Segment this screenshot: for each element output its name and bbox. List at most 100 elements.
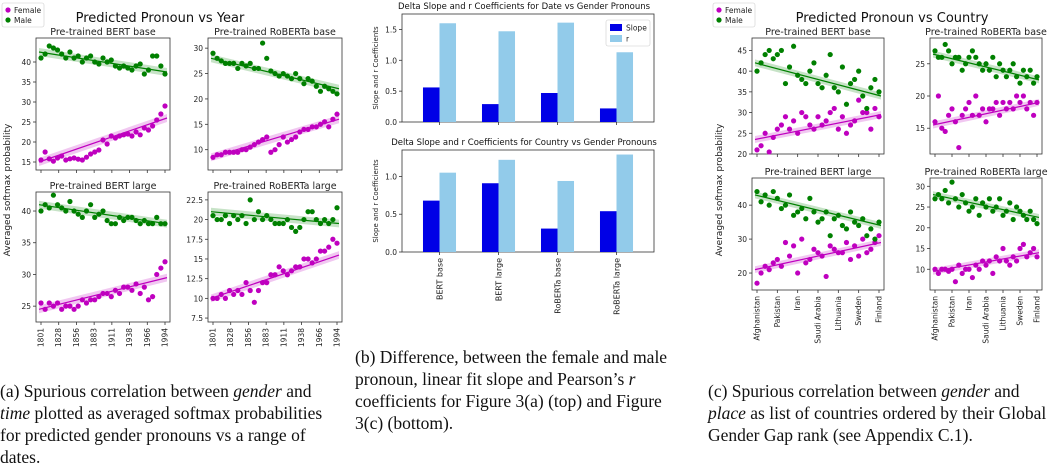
data-point	[137, 290, 143, 297]
data-point	[305, 256, 311, 262]
y-tick-label: 1.0	[385, 172, 397, 181]
data-point	[264, 134, 270, 140]
data-point	[843, 130, 850, 136]
slope-bar	[481, 183, 499, 252]
data-point	[758, 199, 764, 205]
y-tick-label: 45	[737, 46, 747, 55]
y-tick-label: 25	[737, 129, 747, 138]
data-point	[980, 67, 986, 73]
data-point	[268, 216, 274, 223]
slope-bar	[540, 92, 558, 122]
data-point	[770, 260, 776, 266]
data-point	[770, 134, 776, 141]
data-point	[322, 119, 328, 125]
r-bar	[498, 31, 516, 123]
data-point	[79, 157, 85, 163]
data-point	[226, 287, 233, 294]
data-point	[46, 205, 52, 211]
data-point	[815, 219, 821, 225]
data-point	[1003, 258, 1010, 264]
legend-slope-label: Slope	[626, 24, 647, 33]
data-point	[963, 106, 969, 112]
legend-female-marker	[5, 7, 11, 13]
data-point	[823, 209, 829, 215]
data-point	[819, 85, 825, 91]
data-point	[276, 73, 282, 79]
data-point	[990, 106, 996, 112]
data-point	[280, 220, 286, 227]
data-point	[831, 85, 837, 91]
data-point	[839, 64, 846, 70]
data-point	[255, 65, 262, 72]
data-point	[932, 48, 938, 54]
data-point	[116, 214, 123, 220]
data-point	[976, 112, 982, 118]
panel-title: Pre-trained RoBERTa large	[213, 181, 336, 192]
data-point	[235, 149, 241, 155]
data-point	[983, 262, 989, 268]
data-point	[872, 76, 878, 83]
data-point	[1031, 245, 1037, 252]
data-point	[251, 216, 257, 223]
data-point	[288, 136, 295, 143]
y-tick-label: 20	[193, 95, 203, 104]
data-point	[158, 63, 164, 69]
data-point	[247, 287, 253, 294]
data-point	[754, 147, 760, 153]
data-point	[83, 55, 90, 61]
data-point	[973, 262, 979, 268]
data-point	[856, 68, 862, 74]
y-tick-label: 10	[193, 146, 203, 155]
data-point	[63, 55, 69, 61]
legend	[1, 2, 45, 28]
data-point	[1017, 245, 1023, 252]
data-point	[158, 265, 164, 271]
legend-male-marker	[716, 17, 722, 23]
data-point	[218, 291, 224, 298]
data-point	[88, 53, 94, 59]
data-point	[952, 196, 959, 202]
x-tick-label: 1994	[161, 328, 170, 347]
data-point	[990, 208, 996, 214]
panel-frame	[207, 191, 343, 323]
y-tick-label: 1.0	[385, 56, 397, 65]
data-point	[1014, 93, 1020, 99]
data-point	[856, 222, 862, 229]
data-point	[260, 40, 266, 46]
data-point	[770, 56, 776, 62]
y-tick-label: 40	[21, 58, 31, 67]
data-point	[276, 142, 282, 148]
legend-female-label: Female	[725, 6, 753, 15]
data-point	[770, 188, 776, 195]
data-point	[222, 60, 228, 66]
data-point	[145, 127, 152, 133]
data-point	[831, 105, 837, 112]
caption-a: (a) Spurious correlation between gender …	[0, 381, 323, 467]
data-point	[946, 200, 952, 206]
data-point	[973, 196, 979, 202]
data-point	[108, 221, 114, 227]
data-point	[71, 208, 77, 214]
x-tick-label: 1938	[297, 328, 306, 347]
x-tick-label: 1801	[37, 328, 46, 347]
data-point	[67, 303, 73, 309]
data-point	[272, 272, 278, 278]
data-point	[264, 280, 270, 286]
data-point	[815, 114, 821, 120]
data-point	[150, 53, 156, 59]
data-point	[835, 212, 841, 218]
data-point	[778, 47, 785, 54]
y-tick-label: 40	[737, 67, 747, 76]
data-point	[54, 300, 61, 306]
data-point	[309, 260, 315, 266]
data-point	[112, 287, 118, 293]
data-point	[305, 126, 311, 132]
data-point	[1014, 204, 1020, 210]
data-point	[210, 295, 216, 301]
data-point	[993, 74, 999, 80]
data-point	[334, 111, 340, 117]
data-point	[284, 272, 290, 278]
panel-title: Pre-trained BERT base	[50, 27, 156, 38]
data-point	[986, 67, 993, 73]
